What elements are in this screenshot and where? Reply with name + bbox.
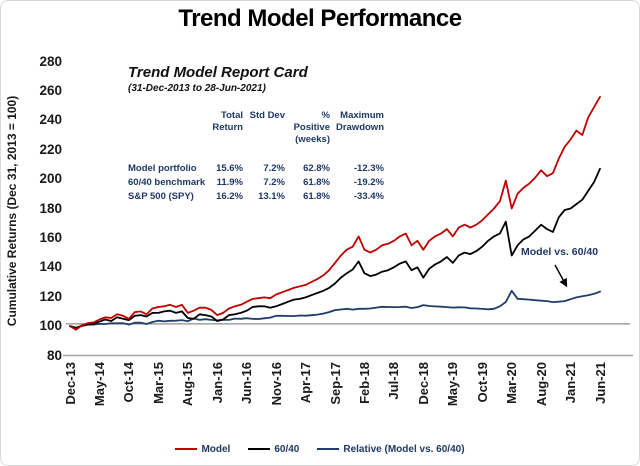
series-line-60-40 [69,167,601,330]
x-tick-label-mar-20: Mar-20 [504,362,520,404]
chart-title: Trend Model Performance [178,5,462,32]
report-card-header-col-1: Total Return [208,110,243,146]
report-card-header-spacer [128,110,208,146]
x-tick-label-jun-21: Jun-21 [592,362,608,404]
y-tick-label-200: 200 [39,171,62,187]
y-tick-label-180: 180 [39,200,62,216]
x-tick-label-nov-16: Nov-16 [268,362,284,406]
row-value-1: 16.2% [216,191,243,202]
row-value-2: 7.2% [263,163,285,174]
x-tick-label-oct-19: Oct-19 [474,362,490,403]
row-value-2: 7.2% [263,177,285,188]
legend-label: Model [201,443,231,455]
row-label: 60/40 benchmark [128,177,206,188]
row-value-4: -19.2% [353,177,384,188]
legend-item-60-40: 60/40 [248,444,299,455]
y-tick-label-140: 140 [39,259,62,275]
x-tick-label-jan-21: Jan-21 [563,362,579,404]
x-tick-label-jun-16: Jun-16 [239,362,255,404]
y-tick-label-100: 100 [39,318,62,334]
y-tick-label-260: 260 [39,82,62,98]
report-card-header-row: Total Return Std Dev% Positive (weeks) Maxim… [128,110,398,146]
x-tick-label-oct-14: Oct-14 [121,362,137,403]
series-line-relative-model-vs-60-40- [69,289,601,329]
x-tick-label-jan-16: Jan-16 [209,362,225,404]
report-card-row: S&P 500 (SPY) 16.2% 13.1% 61.8% -33.4% [128,191,398,205]
y-tick-label-120: 120 [39,288,62,304]
header-line2: Std Dev [249,110,285,121]
row-value-2: 13.1% [258,191,285,202]
report-card-header-col-2: Std Dev [243,110,285,146]
legend-swatch [248,448,271,450]
row-value-1: 15.6% [216,163,243,174]
report-card-body: Model portfolio 15.6% 7.2% 62.8% -12.3% 60/40… [128,163,398,205]
report-card-row: 60/40 benchmark 11.9% 7.2% 61.8% -19.2% [128,177,398,191]
series-annotation: Model vs. 60/40 [521,246,599,258]
y-tick-label-80: 80 [46,347,62,363]
header-line2: Return [212,122,243,133]
report-card-subtitle: (31-Dec-2013 to 28-Jun-2021) [128,83,266,94]
y-tick-label-280: 280 [39,53,62,69]
header-line1: Total [221,110,243,121]
x-tick-label-mar-15: Mar-15 [150,362,166,404]
row-value-3: 61.8% [303,177,330,188]
x-tick-label-sep-17: Sep-17 [327,362,343,405]
y-tick-label-160: 160 [39,229,62,245]
x-tick-label-dec-18: Dec-18 [415,362,431,405]
row-value-4: -12.3% [353,163,384,174]
legend-label: 60/40 [274,443,300,455]
series-lines [69,95,601,331]
report-card-header-col-3: % Positive (weeks) [285,110,330,146]
legend-item-relative-model-vs-60-40-: Relative (Model vs. 60/40) [317,443,465,455]
x-tick-label-may-19: May-19 [445,362,461,407]
series-line-model [69,95,601,331]
x-tick-label-aug-15: Aug-15 [180,362,196,407]
legend-label: Relative (Model vs. 60/40) [343,443,465,455]
report-card-title: Trend Model Report Card [128,64,308,81]
row-value-3: 61.8% [303,191,330,202]
y-tick-label-240: 240 [39,112,62,128]
row-label: Model portfolio [128,163,197,174]
legend-item-model: Model [175,444,230,455]
row-label: S&P 500 (SPY) [128,191,194,202]
x-tick-label-aug-20: Aug-20 [533,362,549,407]
report-card: Trend Model Report Card (31-Dec-2013 to … [128,64,398,205]
x-tick-label-may-14: May-14 [91,362,107,407]
header-line2: (weeks) [295,134,330,145]
row-value-3: 62.8% [303,163,330,174]
report-card-header-col-4: Maximum Drawdown [330,110,384,146]
legend: Model 60/40 Relative (Model vs. 60/40) [0,440,640,458]
header-line2: Drawdown [335,122,384,133]
y-tick-label-220: 220 [39,141,62,157]
x-tick-label-jul-18: Jul-18 [386,362,402,400]
legend-swatch [317,448,340,450]
x-tick-label-feb-18: Feb-18 [356,362,372,404]
report-card-row: Model portfolio 15.6% 7.2% 62.8% -12.3% [128,163,398,177]
annotation-arrow [554,264,568,288]
header-line1: Maximum [340,110,384,121]
header-line1: % Positive [293,110,330,133]
row-value-1: 11.9% [216,177,243,188]
x-tick-label-dec-13: Dec-13 [62,362,78,405]
x-tick-label-apr-17: Apr-17 [298,362,314,404]
legend-swatch [175,448,198,450]
row-value-4: -33.4% [353,191,384,202]
